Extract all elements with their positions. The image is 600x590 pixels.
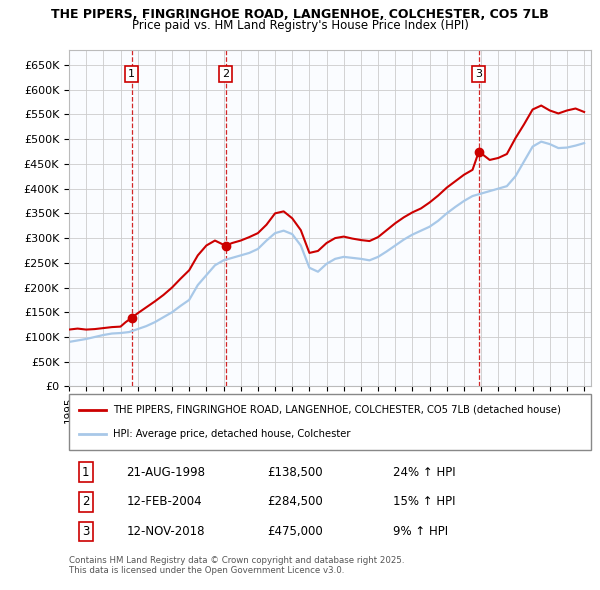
Text: 1: 1 bbox=[82, 466, 89, 478]
Text: 24% ↑ HPI: 24% ↑ HPI bbox=[392, 466, 455, 478]
Text: 3: 3 bbox=[82, 525, 89, 538]
FancyBboxPatch shape bbox=[69, 394, 591, 450]
Text: THE PIPERS, FINGRINGHOE ROAD, LANGENHOE, COLCHESTER, CO5 7LB: THE PIPERS, FINGRINGHOE ROAD, LANGENHOE,… bbox=[51, 8, 549, 21]
Text: 2: 2 bbox=[222, 68, 229, 78]
Text: 2: 2 bbox=[82, 495, 89, 509]
Text: 21-AUG-1998: 21-AUG-1998 bbox=[127, 466, 205, 478]
Text: HPI: Average price, detached house, Colchester: HPI: Average price, detached house, Colc… bbox=[113, 430, 351, 440]
Text: £284,500: £284,500 bbox=[268, 495, 323, 509]
Text: Price paid vs. HM Land Registry's House Price Index (HPI): Price paid vs. HM Land Registry's House … bbox=[131, 19, 469, 32]
Text: 12-FEB-2004: 12-FEB-2004 bbox=[127, 495, 202, 509]
Bar bbox=[69, 50, 591, 386]
Text: Contains HM Land Registry data © Crown copyright and database right 2025.
This d: Contains HM Land Registry data © Crown c… bbox=[69, 556, 404, 575]
Text: 15% ↑ HPI: 15% ↑ HPI bbox=[392, 495, 455, 509]
Text: 1: 1 bbox=[128, 68, 135, 78]
Text: 12-NOV-2018: 12-NOV-2018 bbox=[127, 525, 205, 538]
Text: £138,500: £138,500 bbox=[268, 466, 323, 478]
Text: 3: 3 bbox=[475, 68, 482, 78]
Text: THE PIPERS, FINGRINGHOE ROAD, LANGENHOE, COLCHESTER, CO5 7LB (detached house): THE PIPERS, FINGRINGHOE ROAD, LANGENHOE,… bbox=[113, 405, 561, 415]
Text: £475,000: £475,000 bbox=[268, 525, 323, 538]
Text: 9% ↑ HPI: 9% ↑ HPI bbox=[392, 525, 448, 538]
